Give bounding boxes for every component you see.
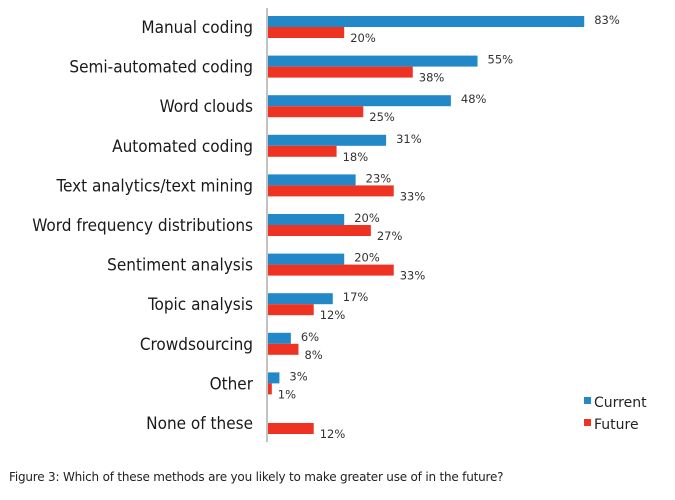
bar-future [268,343,299,355]
figure-caption: Figure 3: Which of these methods are you… [9,470,504,484]
bar-current [268,332,291,344]
bar-chart: Manual coding 83% 20% Semi-automated coding… [32,8,647,442]
bar-future [268,106,364,118]
legend: Current Future [584,395,647,433]
data-label-current: 48% [461,92,487,106]
data-label-future: 1% [278,387,296,401]
data-label-future: 8% [304,348,322,362]
bar-future [268,423,314,434]
category-label: Other [210,374,254,394]
data-label-current: 55% [488,53,514,67]
category-label: Sentiment analysis [107,256,253,276]
data-label-future: 12% [320,427,346,441]
bar-future [268,145,337,157]
bar-current [268,372,280,384]
bar-current [268,134,387,146]
data-label-current: 6% [301,330,319,344]
bar-current [268,253,345,265]
bar-future [268,185,394,197]
category-label: None of these [146,414,253,434]
data-label-current: 83% [594,13,620,27]
bar-future [268,66,413,78]
data-label-future: 25% [369,110,395,124]
category-label: Automated coding [112,137,253,157]
bar-current [268,214,345,225]
data-label-future: 20% [350,31,376,45]
data-label-current: 20% [354,251,380,265]
data-label-future: 33% [400,269,426,283]
bar-future [268,264,394,276]
data-label-future: 12% [320,308,346,322]
bar-future [268,225,371,236]
data-label-future: 38% [419,71,445,85]
bar-current [268,293,333,305]
data-label-future: 33% [400,189,426,203]
bar-future [268,304,314,316]
category-label: Semi-automated coding [69,58,253,78]
data-label-current: 23% [366,171,392,185]
legend-swatch-current [584,397,591,404]
category-label: Crowdsourcing [140,335,253,355]
data-label-current: 31% [396,132,422,146]
category-label: Text analytics/text mining [56,176,253,196]
legend-label-current: Current [594,395,647,411]
bar-future [268,27,345,38]
data-label-current: 17% [343,290,369,304]
bar-current [268,95,451,107]
category-label: Word frequency distributions [32,216,253,236]
data-label-future: 27% [377,229,403,243]
bar-current [268,55,478,67]
category-label: Word clouds [160,97,253,117]
data-label-current: 3% [289,369,307,383]
bar-current [268,174,356,186]
data-label-future: 18% [343,150,369,164]
legend-label-future: Future [594,417,639,433]
category-label: Manual coding [141,18,253,38]
category-label: Topic analysis [147,295,253,315]
bar-future [268,383,272,395]
bar-current [268,16,585,27]
data-label-current: 20% [354,211,380,225]
legend-swatch-future [584,419,591,426]
